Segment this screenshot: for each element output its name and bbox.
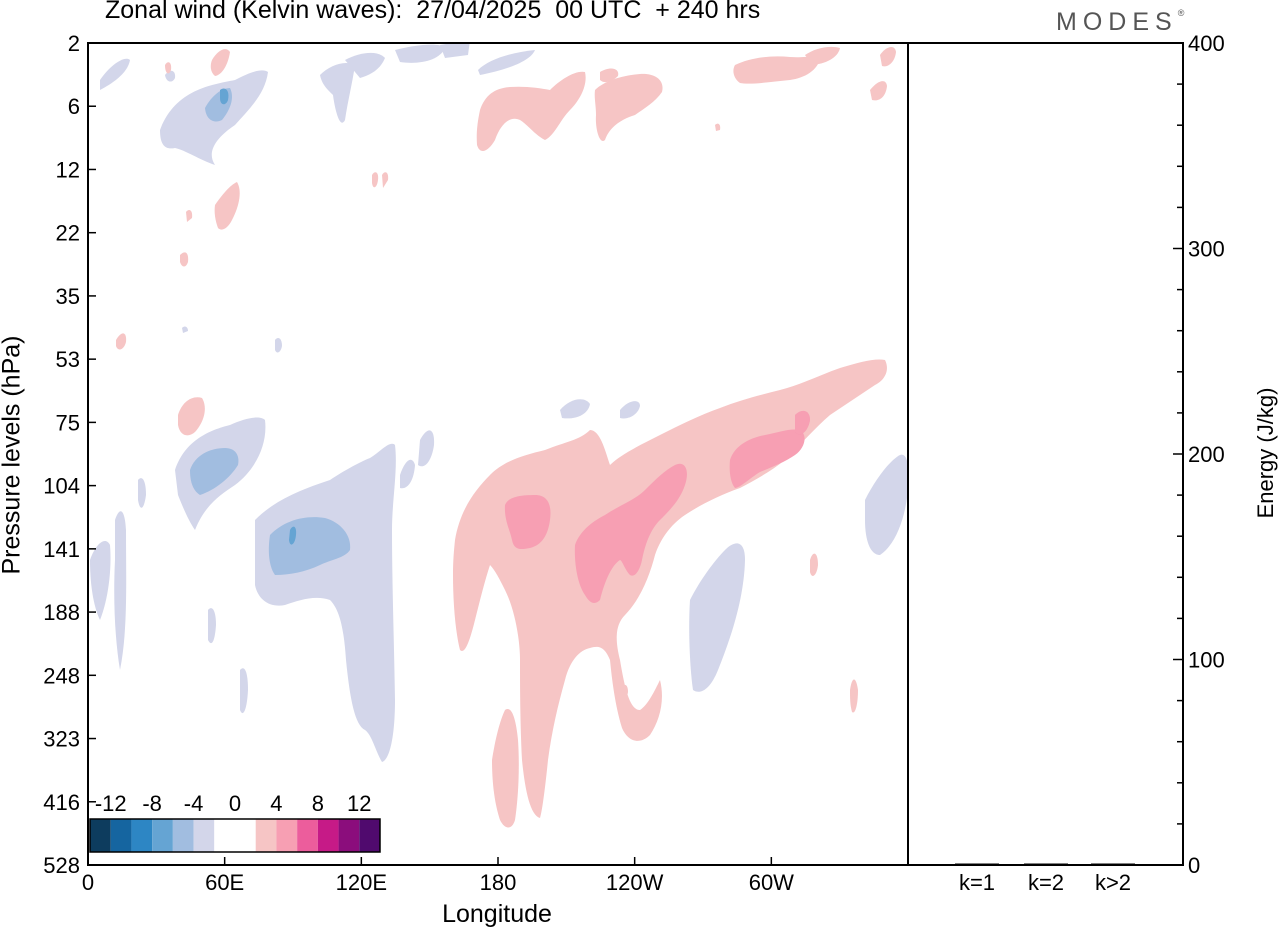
y-axis-label: Pressure levels (hPa): [0, 335, 26, 575]
colorbar-frame: [89, 818, 381, 853]
y-tick-label: 188: [43, 600, 80, 625]
y-tick-label: 323: [43, 727, 80, 752]
colorbar-swatch: [193, 819, 215, 852]
brand-logo: MODES®: [1056, 8, 1184, 37]
positive-patch-highlight: [795, 410, 810, 435]
colorbar-labels: -12 -8 -4 0 4 8 12: [95, 791, 372, 816]
y-tick-label: 6: [68, 94, 80, 119]
colorbar-swatch: [131, 819, 153, 852]
energy-tick-label: 100: [1188, 648, 1225, 673]
y-tick-label: 35: [56, 284, 80, 309]
colorbar-swatch: [297, 819, 318, 852]
colorbar-label: -4: [184, 791, 204, 816]
positive-anomaly-regions: [116, 46, 896, 828]
negative-moderate-regions: [190, 88, 351, 575]
colorbar-swatch: [359, 819, 380, 852]
colorbar-swatch: [317, 819, 339, 852]
colorbar-label: -12: [95, 791, 127, 816]
colorbar-swatch: [338, 819, 360, 852]
colorbar-label: 4: [270, 791, 282, 816]
colorbar-label: 8: [312, 791, 324, 816]
brand-text: MODES: [1056, 8, 1178, 36]
colorbar-swatch: [214, 819, 235, 852]
x-tick-label: 60W: [749, 870, 794, 895]
y-tick-label: 141: [43, 537, 80, 562]
y-tick-label: 22: [56, 221, 80, 246]
colorbar-swatch: [235, 819, 256, 852]
x-tick-label: 60E: [205, 870, 244, 895]
colorbar-label: 0: [229, 791, 241, 816]
energy-category-labels: k=1 k=2 k>2: [959, 870, 1131, 895]
y-tick-label: 104: [43, 474, 80, 499]
colorbar-swatch: [90, 819, 111, 852]
energy-tick-label: 0: [1188, 853, 1200, 878]
energy-category-label: k=2: [1028, 870, 1064, 895]
x-axis-label: Longitude: [442, 900, 552, 928]
energy-tick-label: 200: [1188, 442, 1225, 467]
registered-mark: ®: [1177, 8, 1185, 18]
energy-bar: [1091, 863, 1135, 865]
x-tick-label: 120W: [606, 870, 664, 895]
energy-category-label: k=1: [959, 870, 995, 895]
energy-plot-frame: [907, 42, 1184, 866]
y-tick-label: 528: [43, 853, 80, 878]
x-tick-label: 120E: [336, 870, 387, 895]
x-tick-label: 0: [82, 870, 94, 895]
positive-moderate-regions: [504, 429, 805, 603]
colorbar-swatch: [255, 819, 277, 852]
colorbar-label: 12: [347, 791, 371, 816]
colorbar-swatch: [152, 819, 173, 852]
x-tick-label: 180: [480, 870, 517, 895]
chart-title: Zonal wind (Kelvin waves): 27/04/2025 00…: [105, 0, 761, 24]
energy-axis-label: Energy (J/kg): [1253, 387, 1278, 519]
y-tick-label: 248: [43, 663, 80, 688]
colorbar-swatch: [276, 819, 298, 852]
colorbar-label: -8: [142, 791, 162, 816]
colorbar: [89, 818, 381, 853]
heatmap-field: [90, 43, 908, 828]
energy-tick-label: 400: [1188, 31, 1225, 56]
y-tick-label: 12: [56, 157, 80, 182]
energy-category-label: k>2: [1095, 870, 1131, 895]
energy-bar: [955, 863, 999, 865]
energy-bars: [955, 863, 1135, 865]
y-tick-label: 53: [56, 347, 80, 372]
x-axis-ticks: 0 60E 120E 180 120W 60W: [82, 857, 794, 895]
colorbar-swatch: [110, 819, 132, 852]
colorbar-swatch: [172, 819, 194, 852]
energy-tick-label: 300: [1188, 237, 1225, 262]
y-tick-label: 416: [43, 790, 80, 815]
energy-bar: [1024, 863, 1068, 865]
negative-strong-regions: [220, 88, 297, 545]
y-tick-label: 2: [68, 31, 80, 56]
energy-axis-ticks: 0 100 200 300 400: [1173, 31, 1225, 878]
y-tick-label: 75: [56, 410, 80, 435]
y-axis-ticks: 2 6 12 22 35 53 75 104 141 188 248 323 416 528: [43, 31, 96, 878]
